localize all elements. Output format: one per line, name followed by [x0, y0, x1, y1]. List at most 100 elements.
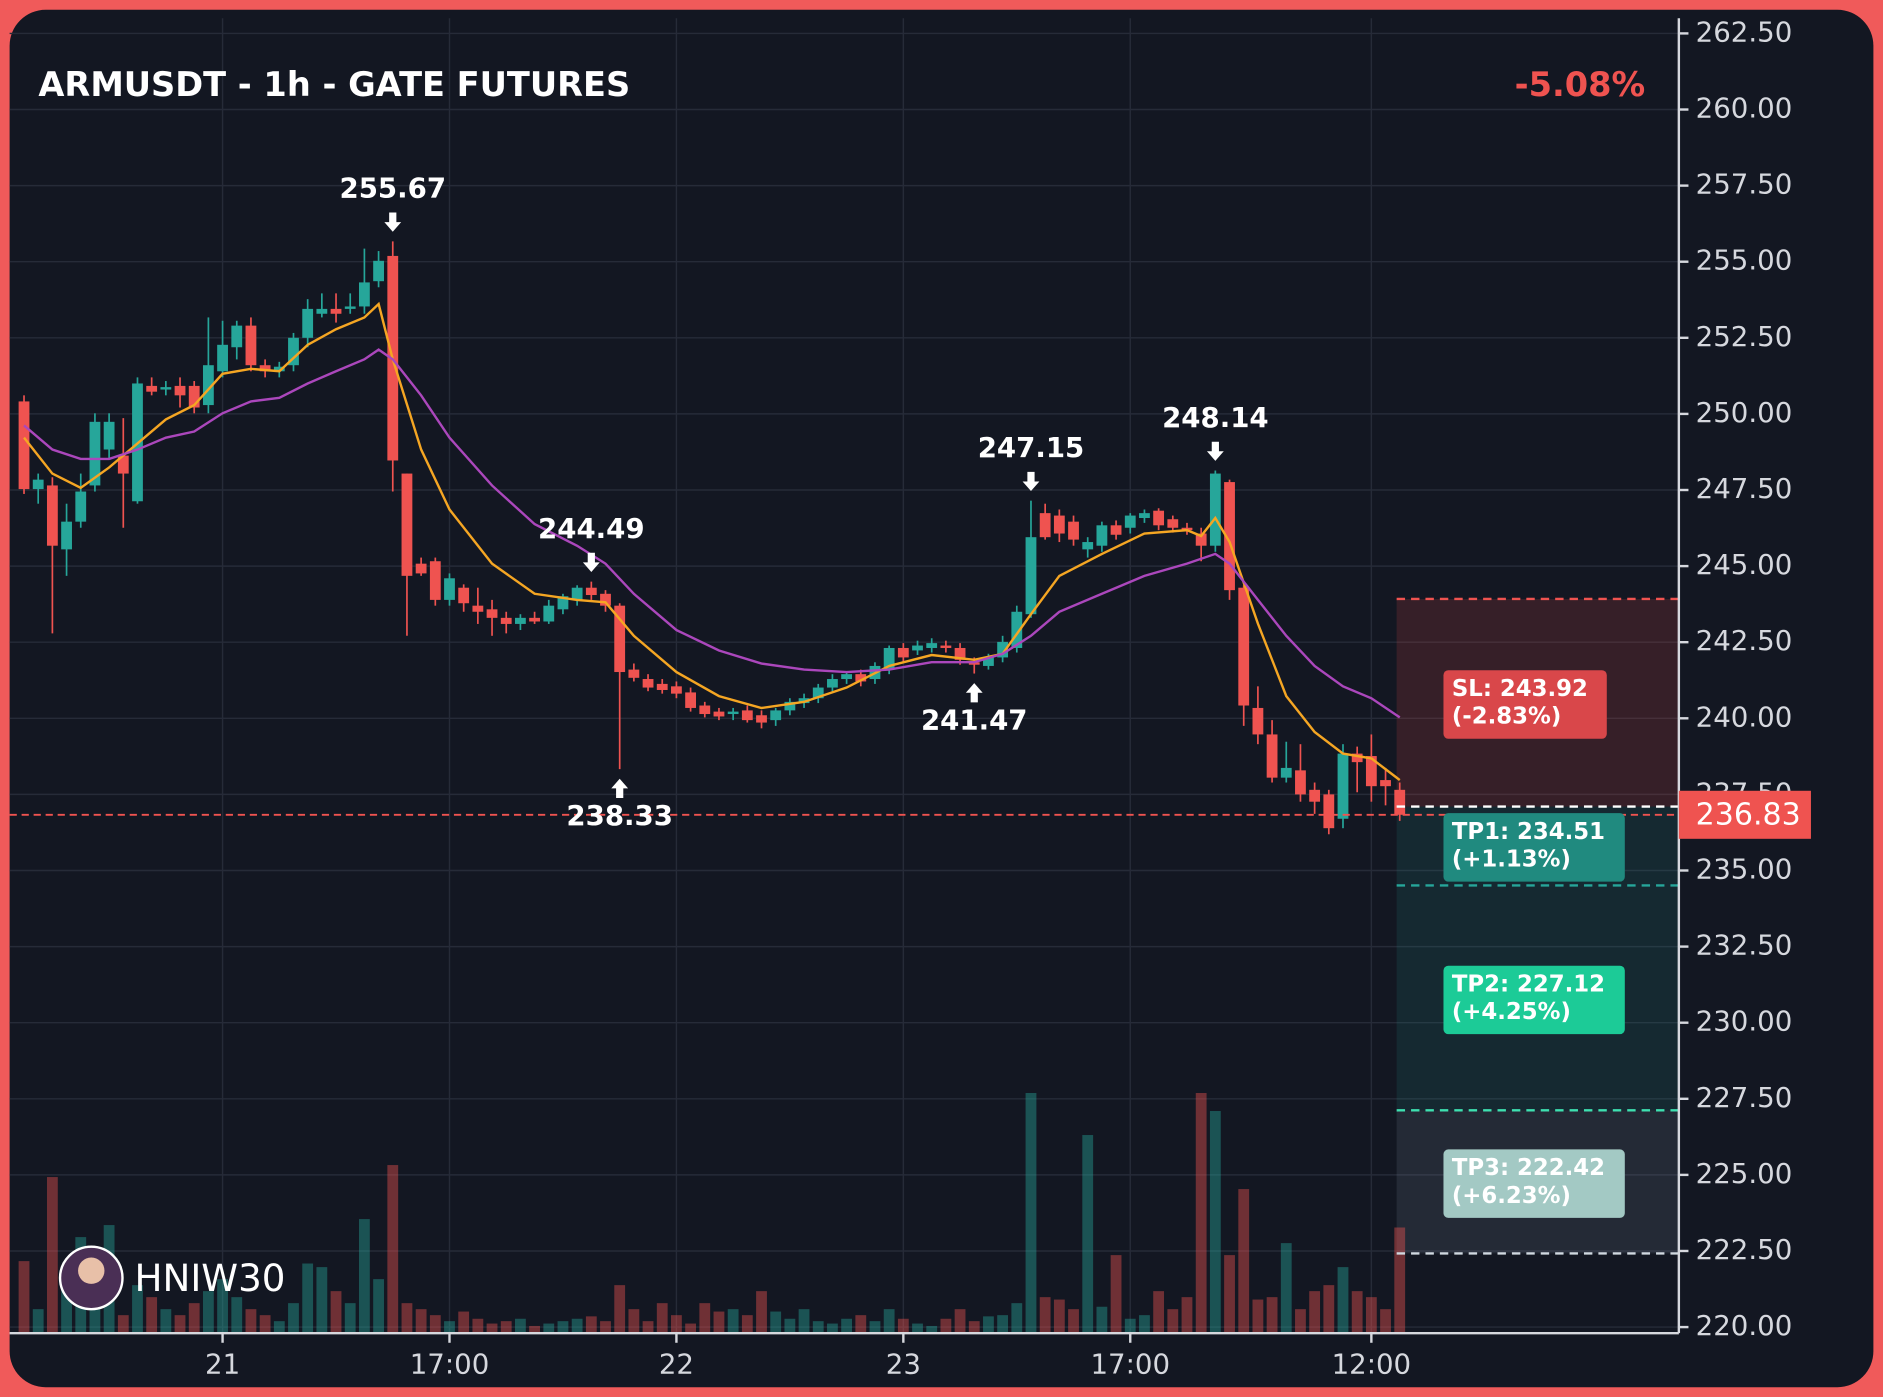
- candle-body: [983, 657, 994, 666]
- volume-bar: [1082, 1135, 1094, 1334]
- x-tick-label: 23: [886, 1348, 921, 1381]
- grid: [9, 18, 1679, 1334]
- candle-body: [1365, 756, 1377, 787]
- candle-body: [1153, 510, 1165, 526]
- candle-body: [954, 647, 966, 660]
- candle-body: [75, 491, 87, 522]
- candle-body: [543, 605, 555, 622]
- volume-bar: [401, 1303, 413, 1334]
- candle-body: [444, 578, 455, 600]
- volume-bar: [458, 1311, 470, 1334]
- candle-body: [912, 645, 923, 651]
- candle-body: [1266, 734, 1278, 778]
- level-box: [1443, 1149, 1625, 1218]
- candle-body: [273, 366, 285, 372]
- high-label: 247.15: [978, 431, 1085, 464]
- candle-body: [897, 647, 909, 658]
- candle-body: [117, 455, 129, 474]
- level-box: [1443, 813, 1625, 882]
- y-tick-label: 225.00: [1696, 1157, 1793, 1190]
- high-label: 248.14: [1162, 401, 1269, 434]
- arrow: [582, 552, 600, 573]
- candle-body: [344, 306, 356, 309]
- level-label: TP1: 234.51: [1452, 819, 1605, 845]
- level-label: SL: 243.92: [1452, 676, 1588, 702]
- volume-bar: [1394, 1227, 1406, 1334]
- volume-bar: [997, 1315, 1009, 1334]
- candle-body: [515, 617, 526, 624]
- candle-body: [827, 679, 838, 688]
- candle-body: [1252, 707, 1264, 735]
- y-tick-label: 227.50: [1696, 1081, 1793, 1114]
- volume-bar: [89, 1303, 101, 1334]
- y-tick-label: 252.50: [1696, 320, 1793, 353]
- candle-body: [614, 605, 626, 673]
- volume-bar: [756, 1291, 767, 1334]
- candle-body: [671, 686, 682, 694]
- volume-bar: [1181, 1297, 1193, 1334]
- candle-body: [415, 563, 427, 574]
- y-tick-label: 247.50: [1696, 472, 1793, 505]
- volume-bar: [217, 1279, 228, 1334]
- volume-bar: [330, 1291, 342, 1334]
- volume-bar: [557, 1321, 569, 1334]
- volume-bar: [1110, 1255, 1122, 1334]
- candle-body: [1082, 542, 1094, 550]
- volume-bar: [1167, 1309, 1179, 1334]
- volume-bar: [472, 1318, 484, 1334]
- volume-bar: [429, 1315, 441, 1334]
- candle-body: [1011, 611, 1023, 648]
- candle-body: [713, 711, 725, 717]
- volume-bar: [1011, 1303, 1023, 1334]
- volume-bar: [954, 1309, 966, 1334]
- candle-body: [401, 473, 413, 576]
- y-tick-label: 245.00: [1696, 548, 1793, 581]
- level-box: [1443, 670, 1607, 739]
- x-tick-label: 17:00: [410, 1348, 490, 1381]
- candle-body: [174, 385, 186, 396]
- y-tick-label: 250.00: [1696, 396, 1793, 429]
- candle-body: [1025, 537, 1037, 615]
- candle-body: [1167, 519, 1179, 528]
- volume-bar: [1380, 1309, 1391, 1334]
- arrow: [965, 683, 983, 703]
- volume-bar: [827, 1323, 838, 1334]
- arrow: [611, 778, 629, 798]
- candle-body: [316, 308, 328, 314]
- volume-bar: [1309, 1291, 1321, 1334]
- volume-bar: [1068, 1309, 1079, 1334]
- candle-body: [1195, 533, 1207, 546]
- level-pct: (+6.23%): [1452, 1183, 1571, 1209]
- watermark: HNIW30: [135, 1256, 286, 1300]
- volume-bar: [628, 1309, 640, 1334]
- volume-bar: [1337, 1267, 1349, 1334]
- axis-labels: 220.00 222.50 225.00 227.50 230.00 232.50 235.…: [205, 15, 1811, 1381]
- volume-bar: [202, 1291, 214, 1334]
- candle-body: [997, 641, 1009, 658]
- volume-bar: [1238, 1189, 1250, 1334]
- volume-bar: [671, 1315, 682, 1334]
- candle-body: [429, 561, 441, 600]
- level-box: [1443, 965, 1625, 1035]
- candle-body: [699, 705, 711, 715]
- volume-bar: [18, 1261, 30, 1334]
- volume-bar: [500, 1321, 512, 1334]
- candle-body: [486, 609, 498, 618]
- volume-bar: [1351, 1291, 1363, 1334]
- volume-bar: [1252, 1299, 1264, 1334]
- candle-body: [841, 674, 853, 680]
- y-tick-label: 230.00: [1696, 1005, 1793, 1038]
- candle-body: [926, 643, 938, 648]
- volume-bar: [288, 1303, 299, 1334]
- volume-bar: [571, 1318, 583, 1334]
- candle-body: [46, 485, 58, 546]
- volume-bar: [585, 1316, 597, 1334]
- candle-body: [259, 365, 271, 372]
- candle-body: [1323, 794, 1335, 829]
- volume-bar: [1209, 1111, 1221, 1334]
- volume-bar: [146, 1297, 158, 1334]
- candle-body: [1053, 515, 1065, 534]
- candle-body: [231, 325, 243, 348]
